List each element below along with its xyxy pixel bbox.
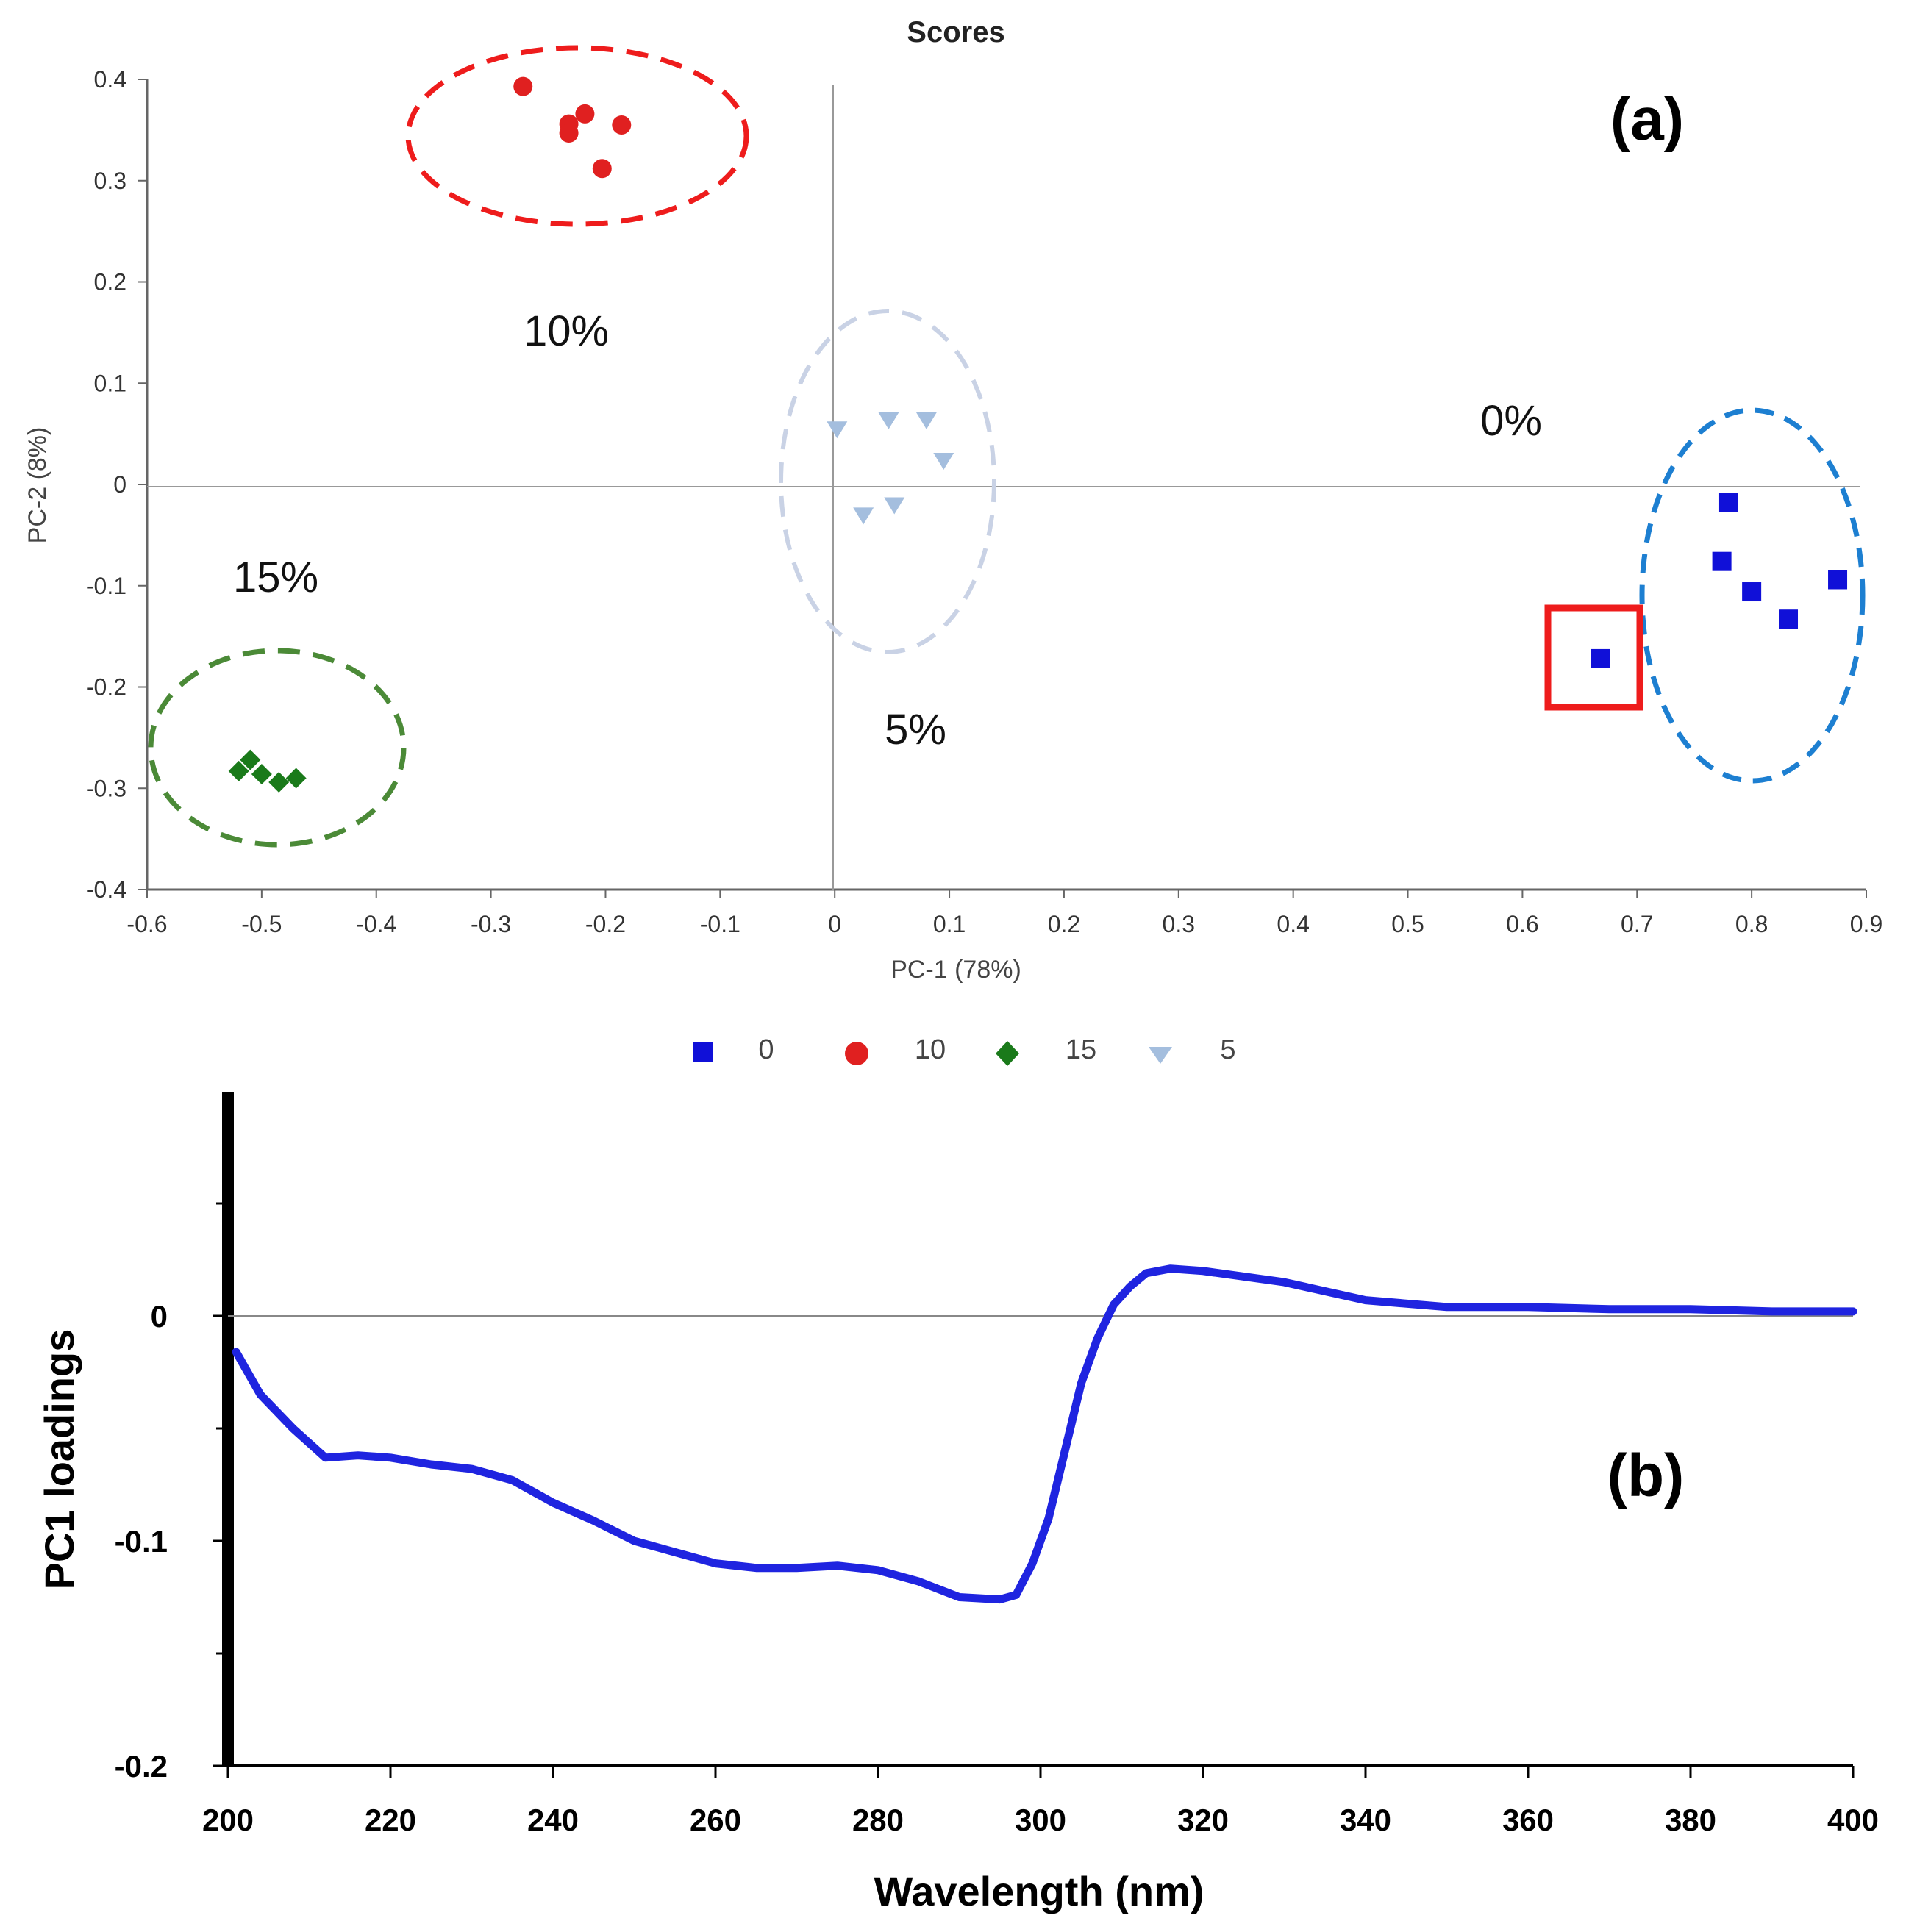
scores-point-series-15 <box>285 768 307 789</box>
cluster-0-ellipse <box>1639 407 1866 784</box>
scores-point-series-0 <box>1742 582 1762 602</box>
scores-plot: Scores -0.6 -0.5 -0.4 -0.3 -0.2 -0.1 0 0.1 0.2 0.… <box>24 16 1882 1066</box>
legend-marker-10 <box>845 1042 868 1065</box>
scores-x-ticks: -0.6 -0.5 -0.4 -0.3 -0.2 -0.1 0 0.1 0.2 0.3 0.4 0.5… <box>126 890 1882 937</box>
scores-y-tick-label: 0.2 <box>94 269 126 296</box>
scores-x-tick-label: 0.8 <box>1735 911 1768 937</box>
scores-x-tick-label: 0.1 <box>933 911 966 937</box>
scores-x-tick-label: -0.4 <box>356 911 396 937</box>
loadings-x-label: Wavelength (nm) <box>874 1868 1204 1914</box>
scores-x-tick-label: -0.6 <box>126 911 167 937</box>
scores-x-tick-label: -0.2 <box>585 911 626 937</box>
scores-x-label: PC-1 (78%) <box>890 956 1021 984</box>
scores-y-tick-label: 0.1 <box>94 370 126 396</box>
scores-y-label: PC-2 (8%) <box>24 427 51 544</box>
scores-point-series-0 <box>1712 551 1732 571</box>
scores-x-tick-label: 0 <box>828 911 841 937</box>
scores-y-tick-label: 0 <box>113 471 126 498</box>
legend-marker-5 <box>1149 1047 1172 1064</box>
loadings-x-tick-label: 240 <box>527 1803 579 1837</box>
scores-point-series-10 <box>592 159 612 179</box>
scores-points <box>228 76 1848 793</box>
scores-point-series-15 <box>240 749 261 770</box>
scores-point-series-0 <box>1828 570 1848 590</box>
scores-point-series-0 <box>1779 609 1799 629</box>
label-5-percent: 5% <box>885 706 946 754</box>
scores-point-series-10 <box>513 76 533 96</box>
loadings-plot: 0 -0.1 -0.2 200 220 240 260 280 300 320 340 360 380… <box>36 1092 1879 1914</box>
panel-a-label: (a) <box>1610 86 1684 153</box>
loadings-y-tick-label: -0.2 <box>115 1749 168 1783</box>
loadings-x-tick-label: 300 <box>1015 1803 1066 1837</box>
label-10-percent: 10% <box>524 307 609 355</box>
scores-x-tick-label: 0.2 <box>1048 911 1080 937</box>
outlier-highlight-box <box>1544 604 1643 711</box>
scores-title: Scores <box>907 16 1004 49</box>
scores-x-tick-label: 0.9 <box>1850 911 1882 937</box>
cluster-5-ellipse <box>779 309 996 654</box>
scores-y-tick-label: -0.4 <box>86 876 126 903</box>
scores-x-tick-label: 0.7 <box>1621 911 1653 937</box>
scores-x-tick-label: 0.4 <box>1277 911 1309 937</box>
scores-point-series-5 <box>853 507 874 525</box>
scores-x-tick-label: 0.3 <box>1163 911 1195 937</box>
legend-label-0: 0 <box>758 1034 774 1065</box>
cluster-15-ellipse <box>148 648 407 848</box>
scores-point-series-5 <box>827 421 848 439</box>
loadings-x-tick-label: 340 <box>1340 1803 1391 1837</box>
scores-y-tick-label: 0.4 <box>94 66 126 93</box>
scores-point-series-10 <box>612 115 632 135</box>
panel-b-label: (b) <box>1607 1442 1685 1509</box>
cluster-10-ellipse <box>405 45 749 227</box>
scores-x-tick-label: 0.5 <box>1391 911 1424 937</box>
scores-y-ticks: 0.4 0.3 0.2 0.1 0 -0.1 -0.2 -0.3 -0.4 <box>86 66 147 903</box>
scores-point-series-15 <box>268 771 290 793</box>
loadings-x-tick-label: 260 <box>690 1803 741 1837</box>
pc1-loadings-line <box>232 1264 1857 1604</box>
loadings-x-tick-label: 220 <box>365 1803 416 1837</box>
label-0-percent: 0% <box>1480 397 1542 445</box>
legend-marker-15 <box>996 1041 1019 1066</box>
label-15-percent: 15% <box>233 554 318 601</box>
scores-point-series-5 <box>933 452 954 470</box>
legend-label-15: 15 <box>1066 1034 1096 1065</box>
loadings-x-tick-label: 360 <box>1502 1803 1554 1837</box>
loadings-x-tick-label: 380 <box>1665 1803 1716 1837</box>
loadings-x-tick-label: 320 <box>1177 1803 1229 1837</box>
legend-label-10: 10 <box>915 1034 946 1065</box>
loadings-y-tick-label: -0.1 <box>115 1524 168 1559</box>
scores-point-series-0 <box>1718 493 1738 512</box>
scores-point-series-15 <box>251 763 272 784</box>
legend-marker-0 <box>693 1042 713 1062</box>
scores-y-tick-label: -0.2 <box>86 674 126 701</box>
scores-y-tick-label: -0.3 <box>86 775 126 801</box>
scores-x-tick-label: -0.3 <box>471 911 511 937</box>
scores-point-series-5 <box>915 412 937 429</box>
legend-label-5: 5 <box>1220 1034 1235 1065</box>
loadings-x-tick-label: 200 <box>202 1803 254 1837</box>
loadings-y-label: PC1 loadings <box>36 1329 82 1590</box>
loadings-y-tick-label: 0 <box>151 1299 168 1334</box>
scores-point-series-10 <box>575 104 595 124</box>
scores-point-series-5 <box>884 497 905 515</box>
scores-x-tick-label: -0.1 <box>700 911 740 937</box>
scores-point-series-15 <box>228 760 249 781</box>
scores-y-tick-label: 0.3 <box>94 168 126 194</box>
scores-legend: 0 10 15 5 <box>693 1034 1236 1066</box>
scores-point-series-0 <box>1591 648 1610 668</box>
loadings-y-ticks: 0 -0.1 -0.2 <box>115 1202 228 1783</box>
scores-point-series-5 <box>878 412 899 429</box>
scores-point-series-10 <box>559 124 579 143</box>
loadings-x-ticks: 200 220 240 260 280 300 320 340 360 380 400 <box>202 1766 1879 1837</box>
scores-x-tick-label: -0.5 <box>241 911 282 937</box>
loadings-x-tick-label: 400 <box>1827 1803 1879 1837</box>
scores-y-tick-label: -0.1 <box>86 573 126 599</box>
scores-x-tick-label: 0.6 <box>1506 911 1538 937</box>
loadings-x-tick-label: 280 <box>852 1803 904 1837</box>
